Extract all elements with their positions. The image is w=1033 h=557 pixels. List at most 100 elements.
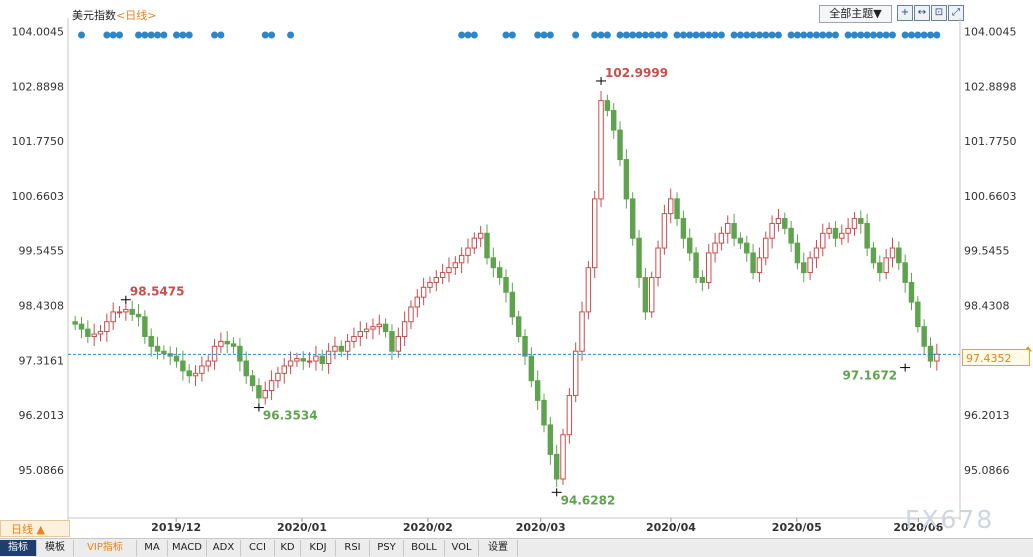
candlestick-chart[interactable]: 104.0045 102.8898 101.7750 100.6603 99.5455 9…	[0, 0, 1033, 538]
event-dot[interactable]	[768, 31, 776, 39]
event-dot[interactable]	[78, 31, 86, 39]
event-dot[interactable]	[591, 31, 599, 39]
event-dot[interactable]	[711, 31, 719, 39]
event-dot[interactable]	[844, 31, 852, 39]
event-dot[interactable]	[458, 31, 466, 39]
tab-vip-indicators[interactable]: VIP指标	[74, 540, 137, 556]
tab-adx[interactable]: ADX	[207, 540, 241, 556]
event-dot[interactable]	[686, 31, 694, 39]
event-dot[interactable]	[749, 31, 757, 39]
event-dot[interactable]	[508, 31, 516, 39]
event-dot[interactable]	[806, 31, 814, 39]
tab-kd[interactable]: KD	[275, 540, 301, 556]
event-dot[interactable]	[629, 31, 637, 39]
event-dot[interactable]	[679, 31, 687, 39]
event-dot[interactable]	[787, 31, 795, 39]
event-dot[interactable]	[819, 31, 827, 39]
event-dot[interactable]	[673, 31, 681, 39]
event-dot[interactable]	[730, 31, 738, 39]
event-dot[interactable]	[603, 31, 611, 39]
event-dot[interactable]	[546, 31, 554, 39]
candle	[547, 416, 554, 465]
event-dot[interactable]	[705, 31, 713, 39]
event-dot[interactable]	[882, 31, 890, 39]
event-dot[interactable]	[154, 31, 162, 39]
event-dot[interactable]	[268, 31, 276, 39]
event-dot[interactable]	[920, 31, 928, 39]
fullscreen-icon[interactable]: ⤢	[948, 5, 964, 21]
tab-rsi[interactable]: RSI	[336, 540, 370, 556]
all-topics-button[interactable]: 全部主题▼	[819, 5, 892, 23]
event-dot[interactable]	[103, 31, 111, 39]
event-dot[interactable]	[635, 31, 643, 39]
event-dot[interactable]	[800, 31, 808, 39]
event-dot[interactable]	[141, 31, 149, 39]
tab-boll[interactable]: BOLL	[404, 540, 445, 556]
event-dot[interactable]	[869, 31, 877, 39]
event-dot[interactable]	[217, 31, 225, 39]
event-dot[interactable]	[793, 31, 801, 39]
event-dot[interactable]	[160, 31, 168, 39]
crosshair-icon[interactable]: +	[897, 5, 913, 21]
event-dot[interactable]	[876, 31, 884, 39]
event-dot[interactable]	[261, 31, 269, 39]
event-dot[interactable]	[660, 31, 668, 39]
tab-kdj[interactable]: KDJ	[301, 540, 336, 556]
event-dot[interactable]	[287, 31, 295, 39]
event-dot[interactable]	[211, 31, 219, 39]
event-dot[interactable]	[147, 31, 155, 39]
event-dot[interactable]	[743, 31, 751, 39]
event-dot[interactable]	[755, 31, 763, 39]
tab-macd[interactable]: MACD	[168, 540, 207, 556]
pan-icon[interactable]: ↔	[914, 5, 930, 21]
event-dot[interactable]	[534, 31, 542, 39]
event-dot[interactable]	[717, 31, 725, 39]
event-dot[interactable]	[135, 31, 143, 39]
event-dot[interactable]	[914, 31, 922, 39]
event-dot[interactable]	[762, 31, 770, 39]
tab-cci[interactable]: CCI	[241, 540, 275, 556]
event-dot[interactable]	[648, 31, 656, 39]
tab-vol[interactable]: VOL	[445, 540, 479, 556]
event-dot[interactable]	[654, 31, 662, 39]
event-dot[interactable]	[179, 31, 187, 39]
event-dot[interactable]	[185, 31, 193, 39]
event-dot[interactable]	[863, 31, 871, 39]
candle	[515, 310, 522, 343]
event-dot[interactable]	[597, 31, 605, 39]
event-dot[interactable]	[470, 31, 478, 39]
event-dot[interactable]	[116, 31, 124, 39]
candle	[870, 242, 877, 269]
event-dot[interactable]	[736, 31, 744, 39]
period-selector[interactable]: 日线 ▲	[0, 520, 70, 537]
tab-indicators[interactable]: 指标	[0, 540, 37, 556]
event-dot[interactable]	[774, 31, 782, 39]
tab-settings[interactable]: 设置	[479, 540, 518, 556]
tab-psy[interactable]: PSY	[370, 540, 404, 556]
event-dot[interactable]	[572, 31, 580, 39]
event-dot[interactable]	[464, 31, 472, 39]
event-dot[interactable]	[850, 31, 858, 39]
event-dot[interactable]	[857, 31, 865, 39]
event-dot[interactable]	[901, 31, 909, 39]
event-dot[interactable]	[109, 31, 117, 39]
event-dot[interactable]	[698, 31, 706, 39]
event-dot[interactable]	[622, 31, 630, 39]
zoom-box-icon[interactable]: ⊡	[931, 5, 947, 21]
event-dot[interactable]	[812, 31, 820, 39]
event-dot[interactable]	[888, 31, 896, 39]
event-dot[interactable]	[173, 31, 181, 39]
event-dot[interactable]	[540, 31, 548, 39]
event-dot[interactable]	[692, 31, 700, 39]
tab-templates[interactable]: 模板	[37, 540, 74, 556]
event-dot[interactable]	[933, 31, 941, 39]
event-dot[interactable]	[831, 31, 839, 39]
event-dot[interactable]	[616, 31, 624, 39]
mode-label[interactable]: <日线>	[116, 9, 157, 22]
event-dot[interactable]	[907, 31, 915, 39]
tab-ma[interactable]: MA	[137, 540, 168, 556]
event-dot[interactable]	[825, 31, 833, 39]
event-dot[interactable]	[502, 31, 510, 39]
event-dot[interactable]	[926, 31, 934, 39]
event-dot[interactable]	[641, 31, 649, 39]
